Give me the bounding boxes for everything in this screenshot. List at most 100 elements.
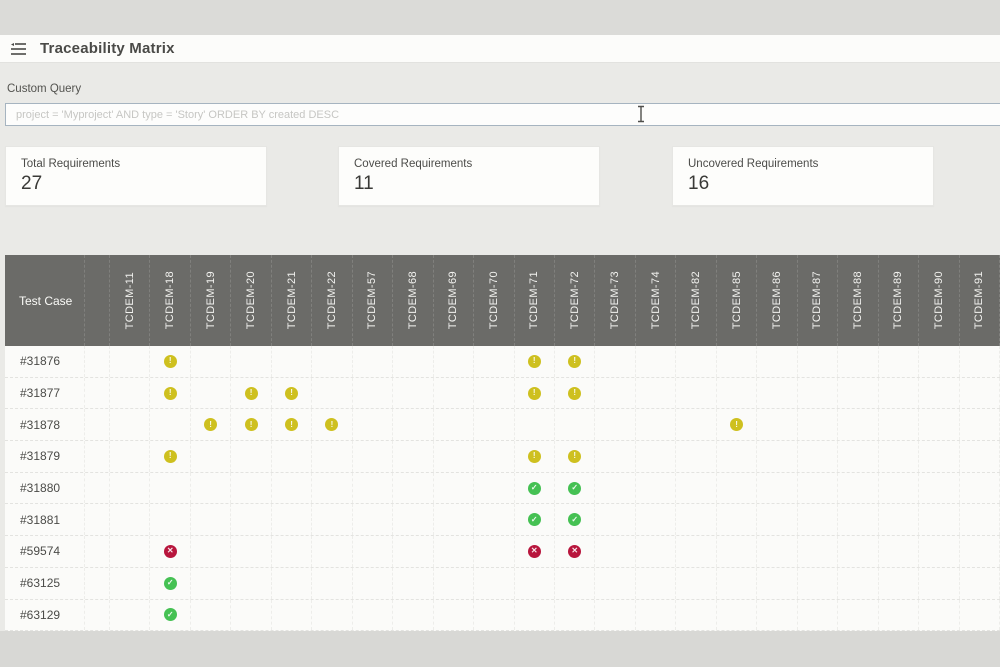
test-case-id[interactable]: #31879 (5, 441, 85, 472)
column-header-TCDEM-74[interactable]: TCDEM-74 (636, 255, 677, 346)
column-header-label: TCDEM-20 (245, 271, 258, 330)
matrix-cell-31877-TCDEM-85 (717, 377, 758, 409)
matrix-cell-63129-TCDEM-20 (231, 599, 272, 631)
matrix-cell-31879-TCDEM-85 (717, 441, 758, 472)
matrix-cell-63125-TCDEM-57 (353, 567, 394, 599)
status-dot-warning[interactable]: ! (204, 418, 218, 432)
matrix-cell-31881-TCDEM-88 (838, 504, 879, 536)
column-header-TCDEM-19[interactable]: TCDEM-19 (191, 255, 232, 346)
matrix-row-spacer (85, 567, 110, 599)
status-dot-warning[interactable]: ! (568, 354, 582, 368)
matrix-row-31880: #31880 ✓ ✓ (5, 472, 1000, 505)
matrix-cell-31878-TCDEM-71 (515, 409, 555, 441)
matrix-cell-31879-TCDEM-21 (272, 441, 313, 472)
custom-query-input[interactable] (5, 103, 1000, 126)
column-header-TCDEM-91[interactable]: TCDEM-91 (960, 255, 1000, 346)
status-dot-warning[interactable]: ! (568, 449, 582, 463)
status-dot-warning[interactable]: ! (285, 418, 299, 432)
status-dot-warning[interactable]: ! (527, 354, 541, 368)
status-dot-warning[interactable]: ! (244, 418, 258, 432)
matrix-cell-31876-TCDEM-90 (919, 346, 960, 377)
matrix-cell-63129-TCDEM-68 (393, 599, 434, 631)
matrix-cell-59574-TCDEM-20 (231, 536, 272, 567)
column-header-TCDEM-22[interactable]: TCDEM-22 (312, 255, 353, 346)
status-dot-passed[interactable]: ✓ (163, 576, 177, 590)
status-dot-failed[interactable]: ✕ (163, 544, 177, 558)
matrix-cell-31878-TCDEM-11 (110, 409, 151, 441)
test-case-id[interactable]: #63129 (5, 599, 85, 631)
test-case-id[interactable]: #59574 (5, 536, 85, 567)
column-header-TCDEM-70[interactable]: TCDEM-70 (474, 255, 515, 346)
column-header-TCDEM-68[interactable]: TCDEM-68 (393, 255, 434, 346)
column-header-label: TCDEM-18 (164, 271, 177, 330)
matrix-cell-59574-TCDEM-88 (838, 536, 879, 567)
matrix-cell-31880-TCDEM-86 (757, 472, 798, 504)
status-dot-warning[interactable]: ! (325, 418, 339, 432)
test-case-id[interactable]: #31880 (5, 472, 85, 504)
status-dot-warning[interactable]: ! (244, 386, 258, 400)
test-case-id[interactable]: #31877 (5, 377, 85, 409)
status-dot-warning[interactable]: ! (730, 418, 744, 432)
status-dot-warning[interactable]: ! (285, 386, 299, 400)
column-header-TCDEM-57[interactable]: TCDEM-57 (353, 255, 394, 346)
matrix-cell-31879-TCDEM-72: ! (555, 441, 596, 472)
matrix-cell-31881-TCDEM-89 (879, 504, 920, 536)
matrix-cell-63125-TCDEM-19 (191, 567, 232, 599)
column-header-label: TCDEM-85 (730, 271, 743, 330)
status-dot-passed[interactable]: ✓ (163, 608, 177, 622)
column-header-TCDEM-11[interactable]: TCDEM-11 (110, 255, 151, 346)
status-dot-warning[interactable]: ! (163, 386, 177, 400)
test-case-id[interactable]: #63125 (5, 567, 85, 599)
stat-value: 27 (21, 173, 43, 194)
matrix-cell-31879-TCDEM-73 (595, 441, 636, 472)
stat-value: 16 (688, 173, 710, 194)
status-dot-warning[interactable]: ! (163, 354, 177, 368)
matrix-cell-59574-TCDEM-57 (353, 536, 394, 567)
column-header-TCDEM-72[interactable]: TCDEM-72 (555, 255, 596, 346)
column-header-TCDEM-90[interactable]: TCDEM-90 (919, 255, 960, 346)
column-header-TCDEM-18[interactable]: TCDEM-18 (150, 255, 191, 346)
matrix-cell-63129-TCDEM-91 (960, 599, 1000, 631)
test-case-id[interactable]: #31876 (5, 346, 85, 377)
column-header-TCDEM-20[interactable]: TCDEM-20 (231, 255, 272, 346)
status-dot-failed[interactable]: ✕ (527, 544, 541, 558)
matrix-cell-63129-TCDEM-57 (353, 599, 394, 631)
matrix-cell-59574-TCDEM-11 (110, 536, 151, 567)
matrix-cell-63129-TCDEM-21 (272, 599, 313, 631)
column-header-TCDEM-87[interactable]: TCDEM-87 (798, 255, 839, 346)
matrix-cell-63129-TCDEM-71 (515, 599, 555, 631)
status-dot-passed[interactable]: ✓ (527, 513, 541, 527)
column-header-label: TCDEM-91 (973, 271, 986, 330)
menu-icon[interactable] (10, 42, 27, 56)
matrix-cell-59574-TCDEM-70 (474, 536, 515, 567)
status-dot-warning[interactable]: ! (568, 386, 582, 400)
column-header-TCDEM-88[interactable]: TCDEM-88 (838, 255, 879, 346)
column-header-label: TCDEM-57 (366, 271, 379, 330)
matrix-cell-31878-TCDEM-87 (798, 409, 839, 441)
matrix-cell-31876-TCDEM-68 (393, 346, 434, 377)
status-dot-passed[interactable]: ✓ (568, 513, 582, 527)
matrix-cell-59574-TCDEM-86 (757, 536, 798, 567)
matrix-cell-31876-TCDEM-89 (879, 346, 920, 377)
column-header-TCDEM-69[interactable]: TCDEM-69 (434, 255, 475, 346)
column-header-TCDEM-73[interactable]: TCDEM-73 (595, 255, 636, 346)
test-case-id[interactable]: #31878 (5, 409, 85, 441)
status-dot-passed[interactable]: ✓ (527, 481, 541, 495)
custom-query-label: Custom Query (7, 83, 82, 95)
matrix-cell-31879-TCDEM-22 (312, 441, 353, 472)
status-dot-failed[interactable]: ✕ (568, 544, 582, 558)
matrix-cell-59574-TCDEM-18: ✕ (150, 536, 191, 567)
status-dot-warning[interactable]: ! (163, 449, 177, 463)
status-dot-warning[interactable]: ! (527, 449, 541, 463)
column-header-TCDEM-71[interactable]: TCDEM-71 (515, 255, 555, 346)
test-case-id[interactable]: #31881 (5, 504, 85, 536)
status-dot-passed[interactable]: ✓ (568, 481, 582, 495)
column-header-TCDEM-86[interactable]: TCDEM-86 (757, 255, 798, 346)
column-header-TCDEM-82[interactable]: TCDEM-82 (676, 255, 717, 346)
column-header-TCDEM-21[interactable]: TCDEM-21 (272, 255, 313, 346)
column-header-TCDEM-85[interactable]: TCDEM-85 (717, 255, 758, 346)
status-dot-warning[interactable]: ! (527, 386, 541, 400)
column-header-TCDEM-89[interactable]: TCDEM-89 (879, 255, 920, 346)
matrix-cell-59574-TCDEM-68 (393, 536, 434, 567)
matrix-cell-31876-TCDEM-19 (191, 346, 232, 377)
